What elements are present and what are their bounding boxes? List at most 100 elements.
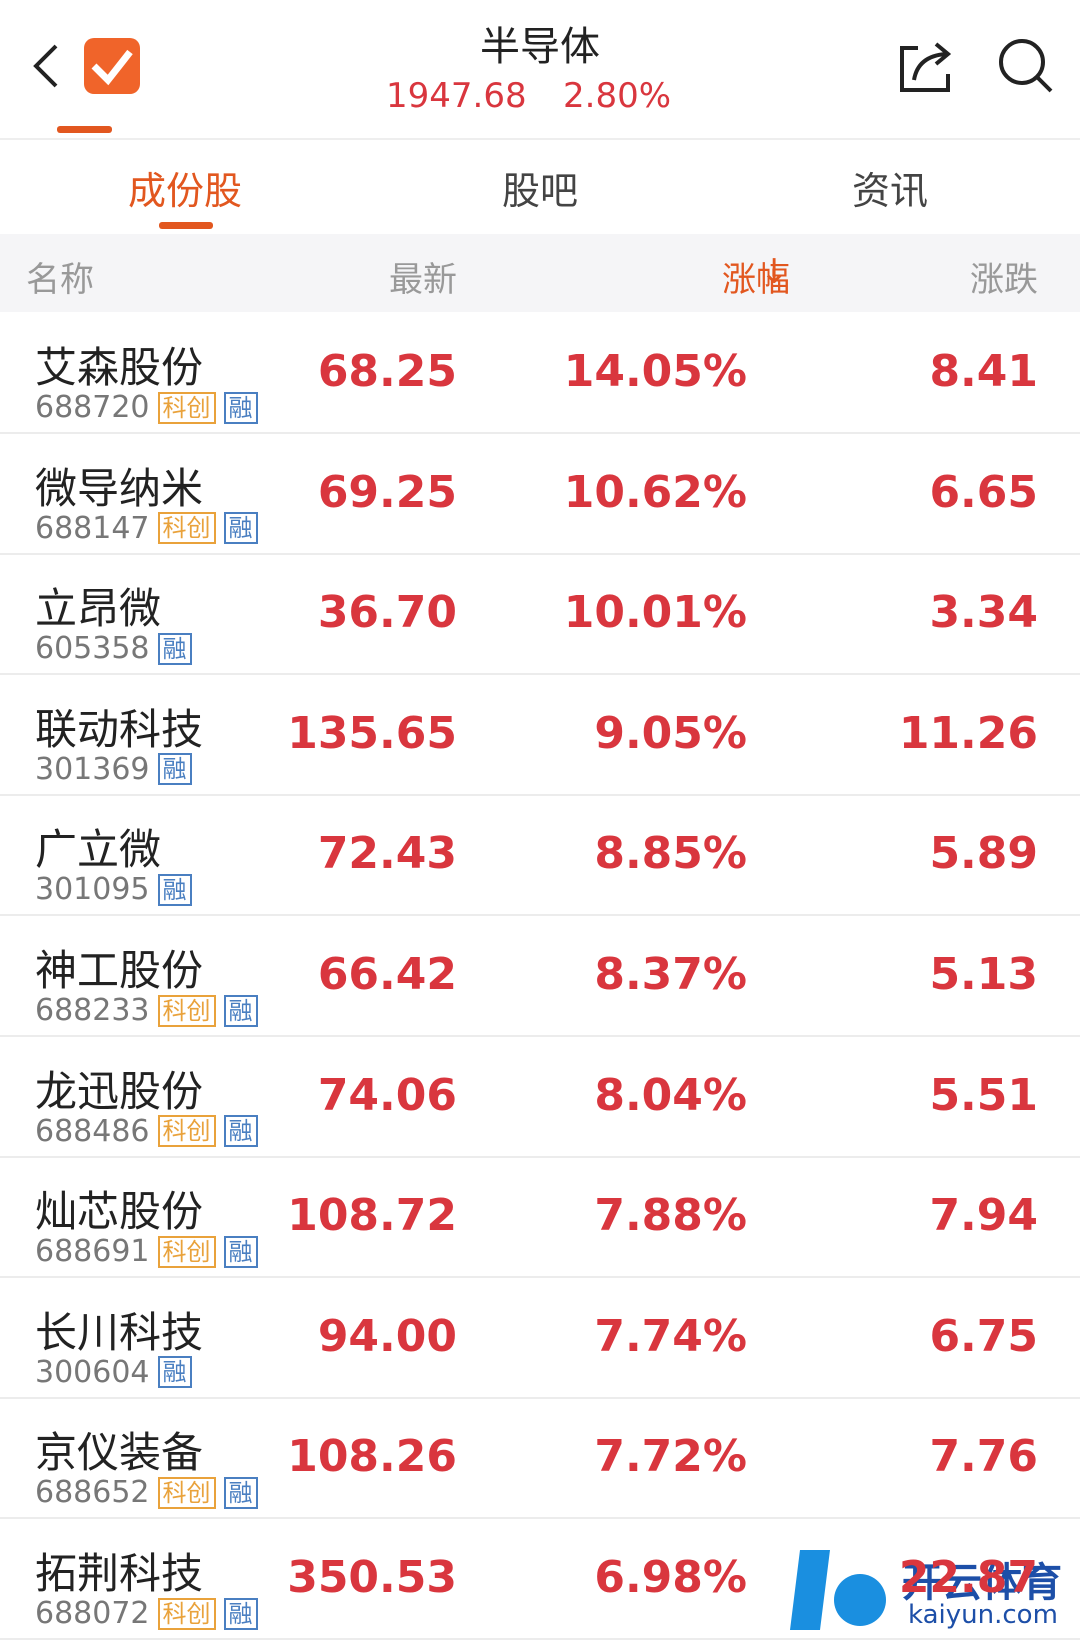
stock-tag: 融 <box>157 873 192 906</box>
change-pct: 8.04% <box>594 1069 747 1121</box>
change: 3.34 <box>929 587 1038 639</box>
stock-code: 300604 <box>35 1354 150 1390</box>
sort-arrow: ↓ <box>760 252 789 292</box>
stock-code: 688720 <box>35 390 150 425</box>
stock-row[interactable]: 微导纳米 688147 科创融 69.25 10.62% 6.65 <box>0 433 1080 555</box>
stock-row[interactable]: 广立微 301095 融 72.43 8.85% 5.89 <box>0 794 1080 917</box>
stock-code: 688233 <box>35 993 150 1028</box>
stock-code-line: 688147 科创融 <box>35 511 258 546</box>
stock-tag: 融 <box>223 994 258 1027</box>
stock-tag: 融 <box>223 512 258 545</box>
stock-tag: 融 <box>223 1235 258 1268</box>
stock-name: 联动科技 <box>35 704 204 754</box>
stock-tag: 科创 <box>157 1597 216 1630</box>
stock-code-line: 300604 融 <box>35 1355 192 1390</box>
column-header: 最新 <box>389 260 457 300</box>
change-pct: 10.01% <box>563 587 747 639</box>
tab[interactable]: 成份股 <box>127 169 242 213</box>
stock-code-line: 688233 科创融 <box>35 993 258 1028</box>
price: 68.25 <box>317 346 457 397</box>
stock-row[interactable]: 立昂微 605358 融 36.70 10.01% 3.34 <box>0 553 1080 676</box>
stock-tag: 融 <box>223 391 258 424</box>
stock-row[interactable]: 龙迅股份 688486 科创融 74.06 8.04% 5.51 <box>0 1036 1080 1158</box>
column-header: 涨跌 <box>970 260 1038 300</box>
stock-row[interactable]: 联动科技 301369 融 135.65 9.05% 11.26 <box>0 674 1080 796</box>
stock-tag: 科创 <box>157 512 216 545</box>
stock-code: 688486 <box>35 1113 150 1149</box>
stock-code: 688147 <box>35 510 150 546</box>
tab[interactable]: 股吧 <box>501 169 578 213</box>
stock-name: 微导纳米 <box>35 463 204 513</box>
change-pct: 6.98% <box>594 1552 747 1603</box>
stock-tag: 科创 <box>157 391 216 424</box>
stock-tag: 科创 <box>157 1235 216 1268</box>
stock-name: 京仪装备 <box>35 1428 204 1478</box>
stock-code-line: 688720 科创融 <box>35 390 258 425</box>
stock-row[interactable]: 长川科技 300604 融 94.00 7.74% 6.75 <box>0 1277 1080 1399</box>
stock-code: 301095 <box>35 872 150 908</box>
stock-tag: 融 <box>223 1597 258 1630</box>
index-value: 1947.68 <box>386 76 527 116</box>
stock-name: 艾森股份 <box>35 343 204 392</box>
change: 5.89 <box>929 828 1038 880</box>
stock-name: 长川科技 <box>35 1307 204 1357</box>
change-pct: 7.74% <box>594 1310 747 1362</box>
index-change: 2.80% <box>563 76 672 116</box>
watermark-logo <box>790 1550 886 1630</box>
price: 66.42 <box>317 949 457 1000</box>
stock-row[interactable]: 神工股份 688233 科创融 66.42 8.37% 5.13 <box>0 915 1080 1037</box>
column-header-bar <box>0 234 1080 312</box>
change: 8.41 <box>929 346 1038 397</box>
tab-indicator <box>159 222 213 229</box>
change: 6.75 <box>929 1310 1038 1362</box>
stock-tag: 融 <box>223 1115 258 1148</box>
stock-row[interactable]: 京仪装备 688652 科创融 108.26 7.72% 7.76 <box>0 1397 1080 1520</box>
change-pct: 9.05% <box>594 707 747 759</box>
tab[interactable]: 资讯 <box>851 169 928 213</box>
stock-tag: 科创 <box>157 1115 216 1148</box>
share-search[interactable] <box>896 36 1056 96</box>
stock-tag: 融 <box>157 1356 192 1389</box>
change-pct: 8.85% <box>594 828 747 880</box>
watermark: 开云体育 kaiyun.com <box>790 1540 1080 1640</box>
stock-code: 301369 <box>35 751 150 787</box>
price: 108.26 <box>287 1431 457 1483</box>
change-pct: 14.05% <box>563 346 747 397</box>
stock-code-line: 688486 科创融 <box>35 1114 258 1149</box>
change: 5.51 <box>929 1069 1038 1121</box>
watermark-site: kaiyun.com <box>908 1600 1058 1630</box>
stock-code: 688691 <box>35 1234 150 1270</box>
stock-code: 605358 <box>35 631 150 667</box>
stock-tag: 科创 <box>157 994 216 1027</box>
price: 108.72 <box>287 1190 457 1242</box>
stock-name: 广立微 <box>35 825 162 875</box>
change: 11.26 <box>898 707 1038 759</box>
stock-code-line: 688691 科创融 <box>35 1234 258 1269</box>
stock-row[interactable]: 拓荆科技 688072 科创融 350.53 6.98% 22.87 <box>0 1518 1080 1640</box>
column-header: 名称 <box>26 260 94 300</box>
price: 36.70 <box>317 587 457 639</box>
change-pct: 7.88% <box>594 1190 747 1242</box>
stock-tag: 融 <box>157 753 192 786</box>
top-bar <box>0 0 1080 140</box>
stock-code-line: 301369 融 <box>35 752 192 787</box>
change-pct: 8.37% <box>594 949 747 1000</box>
stock-code: 688072 <box>35 1596 150 1631</box>
change: 7.94 <box>929 1190 1038 1242</box>
stock-name: 灿芯股份 <box>35 1187 204 1237</box>
price: 135.65 <box>287 707 457 759</box>
price: 72.43 <box>317 828 457 880</box>
stock-tag: 融 <box>157 632 192 665</box>
price: 350.53 <box>287 1552 457 1603</box>
stock-name: 龙迅股份 <box>35 1066 204 1116</box>
stock-code-line: 688072 科创融 <box>35 1596 258 1631</box>
change: 6.65 <box>929 466 1038 518</box>
change: 22.87 <box>898 1552 1038 1603</box>
back-logo[interactable] <box>30 38 150 138</box>
stock-name: 神工股份 <box>35 946 204 995</box>
stock-code-line: 688652 科创融 <box>35 1475 258 1510</box>
change: 7.76 <box>929 1431 1038 1483</box>
stock-row[interactable]: 灿芯股份 688691 科创融 108.72 7.88% 7.94 <box>0 1156 1080 1279</box>
stock-row[interactable]: 艾森股份 688720 科创融 68.25 14.05% 8.41 <box>0 312 1080 434</box>
stock-name: 立昂微 <box>35 584 162 634</box>
